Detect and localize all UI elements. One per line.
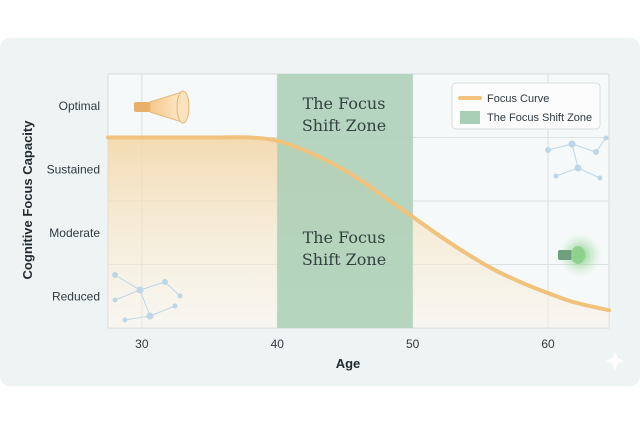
tick-layer: 30 40 50 60 Reduced Moderate Sustained Optimal [47, 99, 555, 351]
x-tick-label-40: 40 [271, 337, 285, 351]
legend-swatch-focus-shift-zone [460, 111, 480, 124]
y-tick-label-reduced: Reduced [52, 289, 100, 303]
network-nodes-icon [545, 135, 609, 181]
glowing-lamp-icon [558, 233, 602, 277]
x-tick-label-60: 60 [541, 337, 555, 351]
x-tick-label-50: 50 [406, 337, 420, 351]
zone-label-top-line2: Shift Zone [302, 116, 386, 135]
x-axis-title: Age [336, 356, 361, 371]
y-tick-label-moderate: Moderate [49, 226, 100, 240]
zone-label-top-line1: The Focus [303, 94, 386, 113]
flashlight-beam-icon [134, 90, 190, 124]
sparkle-icon [606, 352, 624, 370]
y-axis-title: Cognitive Focus Capacity [20, 120, 35, 280]
line-layer [106, 135, 611, 313]
x-tick-label-30: 30 [135, 337, 149, 351]
legend-box [451, 82, 601, 130]
legend-label-focus-curve: Focus Curve [487, 93, 549, 105]
zone-label-mid-line1: The Focus [303, 228, 386, 247]
legend-label-focus-shift-zone: The Focus Shift Zone [487, 112, 592, 124]
zone-label-mid-line2: Shift Zone [302, 250, 386, 269]
network-nodes-icon [112, 272, 183, 323]
focus-curve-line [106, 135, 611, 313]
zone-label-middle: The Focus Shift Zone [302, 228, 386, 269]
zone-label-top: The Focus Shift Zone [302, 94, 386, 135]
y-tick-label-sustained: Sustained [47, 162, 100, 176]
legend: Focus Curve The Focus Shift Zone [451, 82, 601, 130]
y-tick-label-optimal: Optimal [59, 99, 100, 113]
